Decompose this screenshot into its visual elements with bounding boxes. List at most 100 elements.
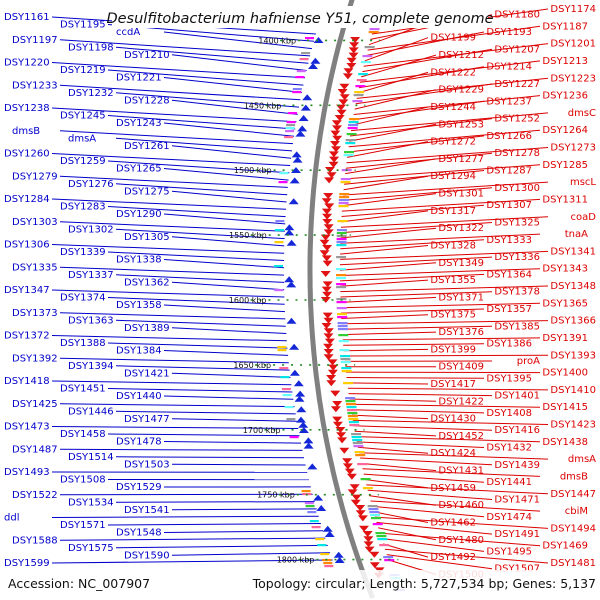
leader-line [163, 31, 313, 50]
left-gene-label: DSY1284 [4, 194, 50, 205]
leader-line [342, 187, 493, 201]
leader-line [342, 337, 541, 341]
right-gene-label: DSY1328 [430, 241, 476, 252]
left-gene-label: DSY1394 [68, 361, 114, 372]
reverse-gene-arrow [319, 239, 330, 246]
left-gene-label: DSY1338 [116, 255, 162, 266]
feature-bar [301, 52, 311, 55]
left-gene-label: DSY1373 [12, 308, 58, 319]
leader-line [345, 158, 437, 175]
right-gene-label: DSY1415 [542, 402, 588, 413]
leader-line [340, 250, 549, 260]
left-gene-label: DSY1279 [12, 171, 58, 182]
leader-line [343, 343, 485, 346]
right-gene-label: DSY1300 [494, 183, 540, 194]
right-gene-label: DSY1459 [430, 483, 476, 494]
reverse-gene-arrow [355, 510, 366, 517]
leader-line [383, 543, 429, 558]
reverse-gene-arrow [343, 68, 354, 75]
feature-bar [351, 433, 362, 436]
backbone-arc [307, 0, 375, 599]
feature-bar [315, 538, 325, 541]
forward-gene-arrow [322, 525, 333, 532]
leader-line [343, 181, 549, 196]
leader-line [171, 552, 331, 556]
genome-summary: Topology: circular; Length: 5,727,534 bp… [252, 576, 596, 591]
feature-bar [288, 112, 298, 115]
left-gene-label: dmsB [12, 126, 40, 137]
feature-bar [352, 439, 363, 442]
left-gene-label: DSY1473 [4, 422, 50, 433]
left-gene-label: DSY1599 [4, 558, 50, 569]
right-gene-label: DSY1187 [542, 21, 588, 32]
feature-bar [351, 436, 362, 439]
right-gene-label: DSY1180 [494, 10, 540, 21]
feature-bar [364, 46, 375, 49]
left-gene-label: DSY1571 [60, 520, 106, 531]
reverse-gene-arrow [322, 291, 333, 298]
left-gene-label: DSY1243 [116, 118, 162, 129]
backbone-ring [307, 0, 375, 599]
reverse-gene-arrow [322, 281, 333, 288]
leader-line [51, 198, 287, 210]
leader-line [107, 433, 300, 437]
right-gene-label: DSY1174 [550, 4, 596, 15]
leader-line [348, 129, 541, 148]
leader-line [340, 227, 437, 239]
leader-line [379, 532, 541, 547]
reverse-gene-arrow [362, 531, 373, 537]
forward-gene-arrow [298, 115, 309, 121]
feature-bar [286, 121, 296, 124]
right-gene-label: DSY1199 [430, 33, 476, 44]
leader-line [360, 457, 493, 466]
right-gene-label: DSY1481 [550, 558, 596, 569]
right-gene-label: DSY1201 [550, 39, 596, 50]
leader-line [347, 382, 429, 385]
leader-line [351, 414, 429, 420]
leader-line [384, 548, 549, 564]
left-gene-label: DSY1478 [116, 437, 162, 448]
leader-line [349, 123, 437, 142]
left-gene-label: DSY1197 [12, 35, 58, 46]
feature-bar [337, 328, 348, 331]
leader-line [115, 319, 286, 327]
feature-bar [376, 535, 387, 538]
feature-bar [343, 154, 354, 157]
leader-line [376, 521, 493, 535]
left-gene-label: DSY1233 [12, 80, 58, 91]
right-gene-label: DSY1365 [542, 298, 588, 309]
reverse-gene-arrow [328, 151, 339, 158]
title-backdrop [112, 6, 488, 28]
feature-bar [292, 91, 302, 94]
leader-line [340, 222, 493, 234]
right-gene-label: mscL [570, 177, 596, 188]
left-gene-label: dmsA [68, 133, 96, 144]
right-gene-label: DSY1417 [430, 379, 476, 390]
leader-line [352, 100, 485, 121]
kbp-label: 1450 kbp [244, 101, 282, 110]
feature-bar [340, 361, 351, 364]
feature-bar [279, 172, 289, 175]
right-gene-label: DSY1492 [430, 552, 476, 563]
right-gene-label: DSY1471 [494, 495, 540, 506]
forward-gene-arrow [292, 156, 303, 163]
reverse-gene-arrow [327, 369, 338, 376]
leader-line [51, 515, 319, 518]
feature-bar [320, 553, 330, 556]
leader-line [115, 456, 305, 459]
leader-line [107, 297, 285, 305]
feature-bar [277, 346, 287, 349]
leader-line [356, 77, 549, 99]
reverse-gene-arrow [323, 328, 334, 335]
right-gene-label: DSY1294 [430, 171, 476, 182]
right-gene-label: DSY1357 [486, 304, 532, 315]
leader-line [355, 436, 541, 443]
leader-line [363, 473, 485, 483]
footer-backdrop [0, 570, 600, 600]
right-gene-label: DSY1422 [438, 396, 484, 407]
leader-line [347, 387, 549, 391]
reverse-gene-arrow [369, 562, 380, 569]
forward-gene-arrow [307, 463, 318, 470]
leader-line [163, 441, 302, 444]
